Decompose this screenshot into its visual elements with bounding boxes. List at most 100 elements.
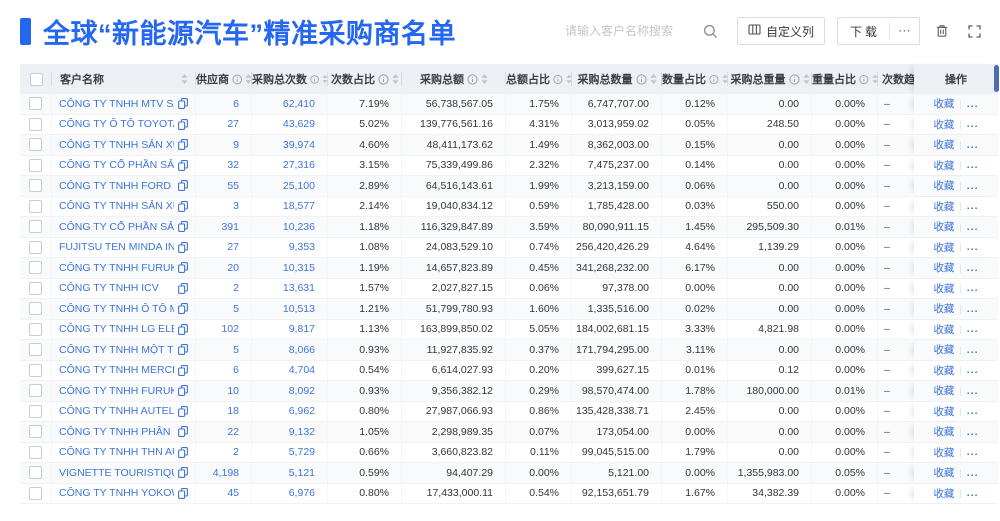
customer-name-link[interactable]: CÔNG TY TNHH FURUKAWA A... [59,261,174,274]
favorite-button[interactable]: 收藏 [933,303,955,316]
row-more-button[interactable]: ... [966,179,979,192]
suppliers-count[interactable]: 102 [196,319,252,339]
favorite-button[interactable]: 收藏 [933,364,955,377]
purchase-times-value[interactable]: 18,577 [252,196,328,216]
sort-icon[interactable] [245,74,252,84]
copy-icon[interactable] [178,344,188,356]
search-icon[interactable] [701,21,721,41]
row-checkbox[interactable] [29,404,42,418]
suppliers-count[interactable]: 391 [196,217,252,237]
column-header-purchase-times[interactable]: 采购总次数 [252,64,328,94]
column-header-weight-ratio[interactable]: 重量占比 [812,64,878,94]
copy-icon[interactable] [178,446,188,458]
column-header-suppliers[interactable]: 供应商 [196,64,252,94]
info-icon[interactable] [467,73,478,85]
row-more-button[interactable]: ... [966,343,979,356]
customer-name-link[interactable]: VIGNETTE TOURISTIQUE G UNI... [59,466,174,479]
row-more-button[interactable]: ... [966,302,979,315]
row-checkbox[interactable] [29,363,42,377]
download-button[interactable]: 下载 [849,24,880,39]
row-checkbox[interactable] [29,199,42,213]
suppliers-count[interactable]: 55 [196,176,252,196]
row-more-button[interactable]: ... [966,466,979,479]
row-more-button[interactable]: ... [966,118,979,131]
copy-icon[interactable] [178,159,188,171]
suppliers-count[interactable]: 32 [196,155,252,175]
info-icon[interactable] [310,74,319,85]
suppliers-count[interactable]: 5 [196,299,252,319]
copy-icon[interactable] [178,426,188,438]
customer-name-link[interactable]: FUJITSU TEN MINDA INDIA PVT... [59,241,174,254]
search-input[interactable] [564,24,693,38]
customize-columns-button[interactable]: 自定义列 [736,17,825,45]
row-checkbox[interactable] [29,322,42,336]
purchase-times-value[interactable]: 5,121 [252,463,328,483]
customer-name-link[interactable]: CÔNG TY TNHH FURUKAWA A... [59,384,174,397]
row-more-button[interactable]: ... [966,97,979,110]
suppliers-count[interactable]: 6 [196,94,252,114]
purchase-times-value[interactable]: 10,236 [252,217,328,237]
vertical-scrollbar-thumb[interactable] [994,65,999,92]
customer-name-link[interactable]: CÔNG TY TNHH THN AUTOPAR... [59,446,174,459]
suppliers-count[interactable]: 6 [196,360,252,380]
trash-icon[interactable] [932,21,952,41]
row-more-button[interactable]: ... [966,261,979,274]
row-checkbox[interactable] [29,281,42,295]
column-header-purchase-weight[interactable]: 采购总重量 [728,64,812,94]
customer-name-link[interactable]: CÔNG TY CỔ PHẦN SẢN XUẤT... [59,159,174,172]
suppliers-count[interactable]: 2 [196,278,252,298]
row-checkbox[interactable] [29,384,42,398]
favorite-button[interactable]: 收藏 [933,282,955,295]
purchase-times-value[interactable]: 6,962 [252,401,328,421]
favorite-button[interactable]: 收藏 [933,98,955,111]
suppliers-count[interactable]: 20 [196,258,252,278]
purchase-times-value[interactable]: 25,100 [252,176,328,196]
purchase-times-value[interactable]: 43,629 [252,114,328,134]
customer-name-link[interactable]: CÔNG TY TNHH AUTEL VIỆT N... [59,405,174,418]
column-header-purchase-quantity[interactable]: 采购总数量 [572,64,662,94]
column-header-times-trend[interactable]: 次数趋势 [878,64,914,94]
sort-icon[interactable] [481,74,488,84]
customer-name-link[interactable]: CÔNG TY Ô TÔ TOYOTA VIỆT ... [59,118,174,131]
copy-icon[interactable] [178,221,188,233]
purchase-times-value[interactable]: 10,315 [252,258,328,278]
row-checkbox[interactable] [29,466,42,480]
sort-icon[interactable] [181,74,188,84]
copy-icon[interactable] [178,385,188,397]
purchase-times-value[interactable]: 8,092 [252,381,328,401]
row-checkbox[interactable] [29,302,42,316]
row-more-button[interactable]: ... [966,323,979,336]
row-checkbox[interactable] [29,486,42,500]
column-header-purchase-amount[interactable]: 采购总额 [402,64,506,94]
purchase-times-value[interactable]: 6,976 [252,483,328,503]
suppliers-count[interactable]: 27 [196,114,252,134]
row-more-button[interactable]: ... [966,384,979,397]
row-checkbox[interactable] [29,240,42,254]
purchase-times-value[interactable]: 27,316 [252,155,328,175]
row-checkbox[interactable] [29,261,42,275]
customer-name-link[interactable]: CÔNG TY TNHH MTV SẢN XUẤ... [59,97,174,110]
customer-name-link[interactable]: CÔNG TY TNHH LG ELECTRON... [59,323,174,336]
row-checkbox[interactable] [29,445,42,459]
info-icon[interactable] [378,73,389,85]
row-more-button[interactable]: ... [966,425,979,438]
column-header-amount-ratio[interactable]: 总额占比 [506,64,572,94]
copy-icon[interactable] [178,139,188,151]
column-header-customer-name[interactable]: 客户名称 [52,64,196,94]
favorite-button[interactable]: 收藏 [933,405,955,418]
customer-name-link[interactable]: CÔNG TY TNHH Ô TÔ MITSUBI... [59,302,174,315]
row-more-button[interactable]: ... [966,446,979,459]
purchase-times-value[interactable]: 9,817 [252,319,328,339]
info-icon[interactable] [859,74,869,85]
copy-icon[interactable] [178,303,188,315]
row-more-button[interactable]: ... [966,200,979,213]
copy-icon[interactable] [178,405,188,417]
info-icon[interactable] [709,74,719,85]
customer-name-link[interactable]: CÔNG TY TNHH ICV [59,282,159,295]
suppliers-count[interactable]: 22 [196,422,252,442]
sort-icon[interactable] [649,74,657,84]
info-icon[interactable] [788,73,800,85]
row-checkbox[interactable] [29,97,42,111]
row-checkbox[interactable] [29,343,42,357]
row-more-button[interactable]: ... [966,487,979,500]
